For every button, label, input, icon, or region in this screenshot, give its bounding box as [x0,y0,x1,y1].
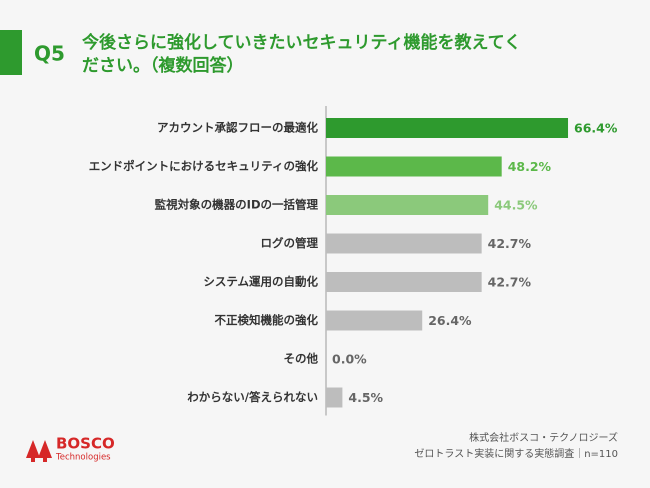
category-label: エンドポイントにおけるセキュリティの強化 [89,159,319,173]
bar [326,156,502,177]
bar [326,310,423,331]
logo-sub: Technologies [55,453,111,463]
value-label: 26.4% [428,313,472,328]
question-label: Q5 [34,42,65,66]
category-label: 不正検知機能の強化 [215,313,319,327]
category-label: わからない/答えられない [187,390,318,404]
bar [326,195,489,215]
category-label: システム運用の自動化 [203,275,318,289]
category-label: 監視対象の機器のIDの一括管理 [155,198,319,212]
value-label: 42.7% [488,275,532,290]
bar [326,233,482,254]
bar [326,118,569,138]
value-label: 42.7% [488,236,532,251]
accent-tab [0,30,22,75]
value-label: 4.5% [348,390,383,405]
logo-icon [26,440,52,462]
bar [326,387,343,408]
category-label: アカウント承認フローの最適化 [157,121,318,135]
value-label: 48.2% [508,159,552,174]
source-line: ゼロトラスト実装に関する実態調査｜n=110 [414,447,618,460]
chart-title: ださい。（複数回答） [82,55,244,76]
value-label: 66.4% [574,121,618,136]
category-label: ログの管理 [261,236,319,250]
category-label: その他 [284,352,319,366]
chart-title: 今後さらに強化していきたいセキュリティ機能を教えてく [82,32,521,53]
value-label: 44.5% [494,198,538,213]
value-label: 0.0% [332,352,367,367]
bar [326,272,482,292]
logo-name: BOSCO [56,435,115,453]
source-line: 株式会社ボスコ・テクノロジーズ [469,431,618,444]
